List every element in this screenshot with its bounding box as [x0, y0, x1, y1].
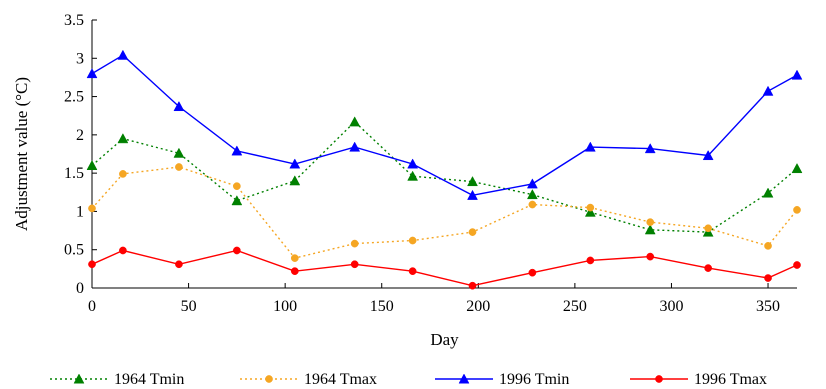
legend-label: 1996 Tmax: [694, 371, 767, 388]
data-point: [584, 206, 596, 217]
series-1996-tmin: [86, 49, 803, 200]
data-point: [762, 85, 774, 96]
data-point: [86, 68, 98, 79]
data-point: [704, 224, 713, 233]
legend: 1964 Tmin 1964 Tmax 1996 Tmin 1996 Tmax: [50, 371, 767, 388]
data-point: [793, 206, 801, 214]
x-tick-label: 50: [181, 298, 197, 315]
legend-item: 1964 Tmin: [50, 371, 184, 388]
y-tick-label: 0.5: [64, 242, 84, 259]
x-tick-label: 200: [466, 298, 490, 315]
data-point: [173, 147, 185, 158]
data-point: [764, 242, 772, 250]
legend-marker: [458, 373, 470, 384]
series-1964-tmin: [86, 116, 803, 237]
data-point: [644, 143, 656, 154]
legend-label: 1996 Tmin: [499, 371, 569, 388]
series-1996-tmax: [88, 246, 801, 290]
legend-marker: [265, 375, 273, 383]
data-point: [528, 268, 537, 277]
data-point: [88, 260, 96, 269]
data-point: [528, 200, 537, 209]
legend-label: 1964 Tmin: [114, 371, 184, 388]
data-point: [290, 254, 299, 262]
data-point: [350, 260, 359, 269]
data-point: [290, 267, 299, 276]
data-point: [117, 49, 129, 60]
y-tick-label: 1.5: [64, 165, 84, 182]
legend-item: 1996 Tmax: [630, 371, 767, 388]
data-point: [644, 224, 656, 235]
data-point: [468, 228, 477, 236]
data-point: [88, 204, 96, 213]
data-point: [119, 246, 127, 255]
data-point: [233, 182, 241, 191]
data-point: [117, 133, 129, 144]
data-point: [584, 141, 596, 152]
x-tick-label: 350: [756, 298, 780, 315]
data-point: [762, 187, 774, 198]
data-point: [408, 267, 417, 276]
x-tick-label: 150: [370, 298, 394, 315]
data-point: [586, 203, 595, 212]
series-line: [91, 249, 798, 287]
data-point: [586, 256, 595, 265]
data-point: [702, 150, 714, 161]
data-point: [86, 159, 98, 170]
legend-label: 1964 Tmax: [304, 371, 377, 388]
data-point: [173, 100, 185, 112]
data-point: [349, 141, 361, 152]
data-point: [468, 281, 477, 290]
data-point: [175, 163, 183, 171]
x-tick-label: 100: [273, 298, 297, 315]
x-tick-label: 300: [659, 298, 683, 315]
series-1964-tmax: [88, 163, 801, 262]
data-point: [233, 246, 241, 255]
data-point: [407, 158, 419, 169]
y-tick-label: 1: [76, 203, 84, 220]
y-axis-title: Adjustment value (°C): [12, 77, 31, 231]
legend-marker: [73, 373, 85, 384]
data-point: [350, 239, 359, 248]
data-point: [704, 264, 713, 272]
data-point: [467, 176, 478, 187]
data-point: [231, 145, 243, 156]
data-point: [646, 252, 655, 261]
x-axis-title: Day: [430, 330, 459, 349]
data-point: [526, 189, 538, 200]
y-tick-label: 0: [76, 280, 84, 297]
data-point: [408, 236, 417, 245]
axis-labels: Day Adjustment value (°C): [12, 77, 459, 349]
legend-item: 1964 Tmax: [240, 371, 377, 388]
data-point: [289, 175, 301, 186]
data-point: [407, 170, 419, 181]
y-tick-label: 3: [76, 50, 84, 67]
data-point: [793, 261, 801, 269]
series-line: [91, 166, 798, 259]
legend-marker: [655, 375, 663, 383]
data-point: [231, 195, 243, 206]
data-point: [119, 170, 127, 178]
data-point: [467, 189, 478, 200]
data-point: [175, 260, 183, 269]
y-tick-label: 2: [76, 127, 84, 144]
data-point: [646, 218, 655, 226]
series-line: [91, 54, 798, 197]
data-point: [791, 163, 803, 174]
data-point: [791, 69, 803, 80]
axes: 0 0.5 1 1.5 2 2.5 3 3.5 0 50 100 150 200 250 300 350: [64, 12, 797, 315]
plot-area: [86, 49, 803, 290]
data-point: [349, 116, 361, 127]
x-tick-label: 250: [563, 298, 587, 315]
x-tick-label: 0: [88, 298, 96, 315]
legend-item: 1996 Tmin: [435, 371, 569, 388]
data-point: [764, 274, 772, 282]
data-point: [289, 158, 301, 169]
data-point: [526, 178, 538, 189]
y-tick-label: 3.5: [64, 12, 84, 29]
series-line: [91, 120, 798, 233]
y-tick-label: 2.5: [64, 89, 84, 106]
